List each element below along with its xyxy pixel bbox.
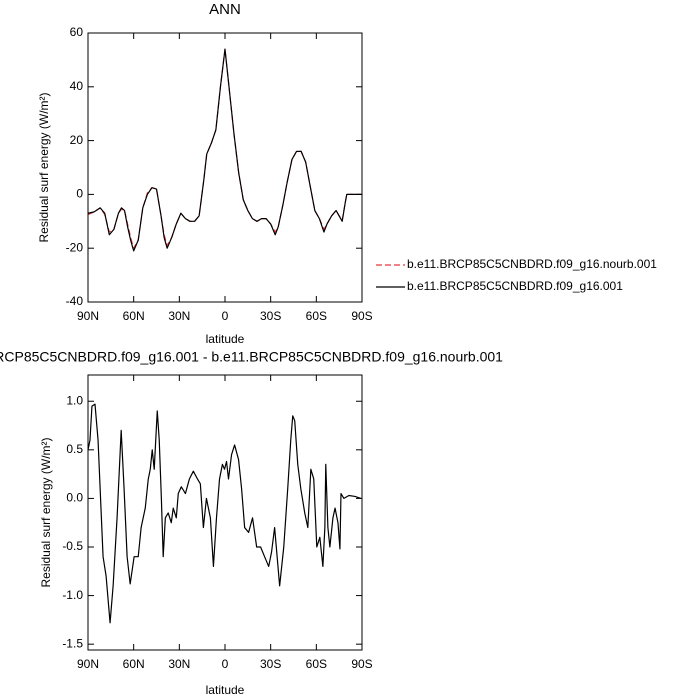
x-tick-label: 30S — [260, 657, 281, 671]
y-tick-label: 0.0 — [66, 491, 83, 505]
x-axis-label: latitude — [206, 332, 245, 346]
y-axis-label: Residual surf energy (W/m²) — [37, 92, 51, 242]
chart-title: ANN — [209, 1, 241, 18]
y-tick-label: -20 — [66, 240, 84, 254]
legend-label: b.e11.BRCP85C5CNBDRD.f09_g16.001 — [407, 279, 623, 293]
data-line — [87, 48, 362, 249]
y-tick-label: -0.5 — [62, 539, 83, 553]
x-tick-label: 90S — [351, 309, 372, 323]
plot-frame — [87, 32, 363, 303]
y-tick-label: 60 — [70, 25, 84, 39]
y-tick-label: 0.5 — [66, 442, 83, 456]
data-line — [87, 403, 362, 624]
y-tick-label: -40 — [66, 294, 84, 308]
x-tick-label: 90S — [351, 657, 372, 671]
x-tick-label: 0 — [222, 657, 229, 671]
legend-label: b.e11.BRCP85C5CNBDRD.f09_g16.nourb.001 — [407, 257, 657, 271]
x-tick-label: 60N — [123, 309, 145, 323]
y-tick-label: -1.0 — [62, 588, 83, 602]
y-tick-label: 0 — [76, 187, 83, 201]
y-axis-label: Residual surf energy (W/m²) — [39, 437, 53, 587]
y-tick-label: 40 — [70, 79, 84, 93]
chart-title: b.e11.BRCP85C5CNBDRD.f09_g16.001 - b.e11… — [0, 349, 503, 365]
x-tick-label: 60N — [123, 657, 145, 671]
x-tick-label: 0 — [222, 309, 229, 323]
x-tick-label: 90N — [77, 309, 99, 323]
x-tick-label: 90N — [77, 657, 99, 671]
y-tick-label: 1.0 — [66, 393, 83, 407]
data-line — [87, 48, 362, 252]
x-tick-label: 30N — [168, 657, 190, 671]
x-tick-label: 60S — [306, 657, 327, 671]
x-tick-label: 30N — [168, 309, 190, 323]
x-axis-label: latitude — [206, 683, 245, 697]
x-tick-label: 60S — [306, 309, 327, 323]
y-tick-label: -1.5 — [62, 636, 83, 650]
y-tick-label: 20 — [70, 133, 84, 147]
x-tick-label: 30S — [260, 309, 281, 323]
plot-frame — [87, 374, 363, 651]
